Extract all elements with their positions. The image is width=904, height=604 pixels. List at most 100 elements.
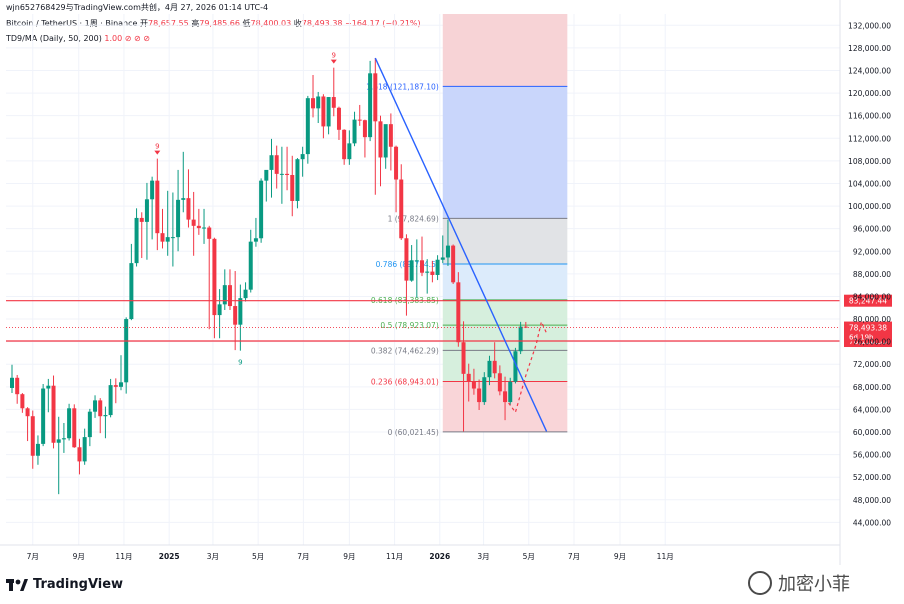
time-axis: 7月 9月 11月 2025 3月 5月 7月 9月 11月 2026 3月 5月 7月 9月 11月 <box>0 544 840 561</box>
candle-body <box>285 173 290 175</box>
candle-body <box>144 199 149 222</box>
fib-zone-1-0786 <box>442 218 568 265</box>
td-arrow-icon <box>154 150 161 155</box>
candle-body <box>435 259 440 275</box>
price-tick-label: 48,000.00 <box>853 496 891 505</box>
candle-body <box>93 400 98 412</box>
close-label: 收 <box>293 19 302 28</box>
candle-body <box>108 385 113 416</box>
candle-body <box>51 385 56 443</box>
td-count-label: 9 <box>238 359 242 367</box>
candle-body <box>487 360 492 378</box>
projection-path <box>504 320 548 414</box>
fib-zone-0786-0618 <box>442 264 568 300</box>
candle-body <box>409 260 414 281</box>
price-tick-label: 108,000.00 <box>848 157 891 166</box>
price-tick-label: 72,000.00 <box>853 360 891 369</box>
candle-body <box>253 238 258 242</box>
watermark-text: 加密小菲 <box>778 574 850 595</box>
indicator-legend[interactable]: TD9/MA (Daily, 50, 200) 1.00 ⊘ ⊘ ⊘ <box>6 34 150 43</box>
time-tick-label: 5月 <box>252 552 264 561</box>
time-tick-label: 9月 <box>614 552 626 561</box>
candle-body <box>378 121 383 158</box>
candle-body <box>139 217 144 222</box>
candle-body <box>20 394 25 409</box>
candle-body <box>523 326 528 328</box>
candle-body <box>82 437 87 462</box>
time-tick-label: 11月 <box>657 552 674 561</box>
candle-body <box>191 219 196 226</box>
candle-body <box>170 237 175 239</box>
candle-body <box>196 225 201 229</box>
candle-body <box>202 227 207 229</box>
candle-body <box>316 96 321 109</box>
price-tick-label: 88,000.00 <box>853 270 891 279</box>
fib-level-label: 0.236 (68,943.01) <box>371 378 439 387</box>
level-price-tag <box>844 294 892 307</box>
fib-level-label: 1 (97,824.69) <box>388 214 439 223</box>
fib-level-label: 0.5 (78,923.07) <box>380 321 438 330</box>
candle-body <box>134 217 139 264</box>
candle-body <box>368 73 373 138</box>
candle-body <box>279 173 284 175</box>
fib-zone-extension <box>442 86 568 219</box>
time-tick-label: 2025 <box>159 552 180 561</box>
candle-body <box>98 400 103 417</box>
candle-body <box>248 241 253 290</box>
price-tick-label: 128,000.00 <box>848 44 891 53</box>
candle-body <box>269 155 274 170</box>
candle-body <box>399 179 404 239</box>
price-tick-label: 132,000.00 <box>848 21 891 30</box>
candle-body <box>46 385 51 389</box>
indicator-name: TD9/MA (Daily, 50, 200) <box>6 34 102 43</box>
price-tick-label: 116,000.00 <box>848 112 891 121</box>
price-tick-label: 56,000.00 <box>853 451 891 460</box>
candle-body <box>383 124 388 158</box>
price-tick-label: 60,000.00 <box>853 428 891 437</box>
price-tick-label: 64,000.00 <box>853 405 891 414</box>
chat-icon <box>748 571 772 595</box>
candle-body <box>56 439 61 443</box>
candle-body <box>238 298 243 325</box>
candle-body <box>72 408 77 448</box>
price-tick-label: 68,000.00 <box>853 383 891 392</box>
current-price-tag <box>844 321 892 342</box>
price-tick-label: 44,000.00 <box>853 518 891 527</box>
price-tick-label: 92,000.00 <box>853 247 891 256</box>
candle-body <box>404 238 409 281</box>
candle-body <box>305 98 310 155</box>
time-tick-label: 3月 <box>477 552 489 561</box>
candle-body <box>295 159 300 201</box>
candle-body <box>113 385 118 387</box>
price-tick-label: 84,000.00 <box>853 292 891 301</box>
candle-body <box>212 238 217 316</box>
candle-body <box>414 260 419 262</box>
candle-body <box>492 360 497 374</box>
td-count-label: 9 <box>155 143 159 151</box>
candle-body <box>503 391 508 403</box>
candle-body <box>461 342 466 374</box>
time-tick-label: 9月 <box>343 552 355 561</box>
open-label: 开 <box>139 19 148 28</box>
candle-body <box>233 306 238 325</box>
candle-body <box>373 73 378 122</box>
tradingview-logo[interactable]: TradingView <box>6 577 123 592</box>
candle-body <box>243 289 248 299</box>
candle-body <box>274 155 279 174</box>
candle-body <box>264 169 269 181</box>
td-count-label: 9 <box>332 52 336 60</box>
chart-attribution: wjn652768429与TradingView.com共创，4月 27, 20… <box>6 3 269 12</box>
low-value: 78,400.03 <box>250 19 292 28</box>
overlays: 9 9 9 <box>6 52 840 432</box>
candle-body <box>35 443 40 456</box>
candle-body <box>347 143 352 160</box>
price-tick-label: 80,000.00 <box>853 315 891 324</box>
candle-body <box>207 227 212 239</box>
time-tick-label: 2026 <box>429 552 450 561</box>
level-price-label: 83,247.44 <box>849 297 887 306</box>
symbol-label[interactable]: Bitcoin / TetherUS · 1周 · Binance <box>6 19 138 28</box>
candle-body <box>477 388 482 403</box>
logo-text: TradingView <box>33 577 124 592</box>
candle-body <box>227 285 232 307</box>
